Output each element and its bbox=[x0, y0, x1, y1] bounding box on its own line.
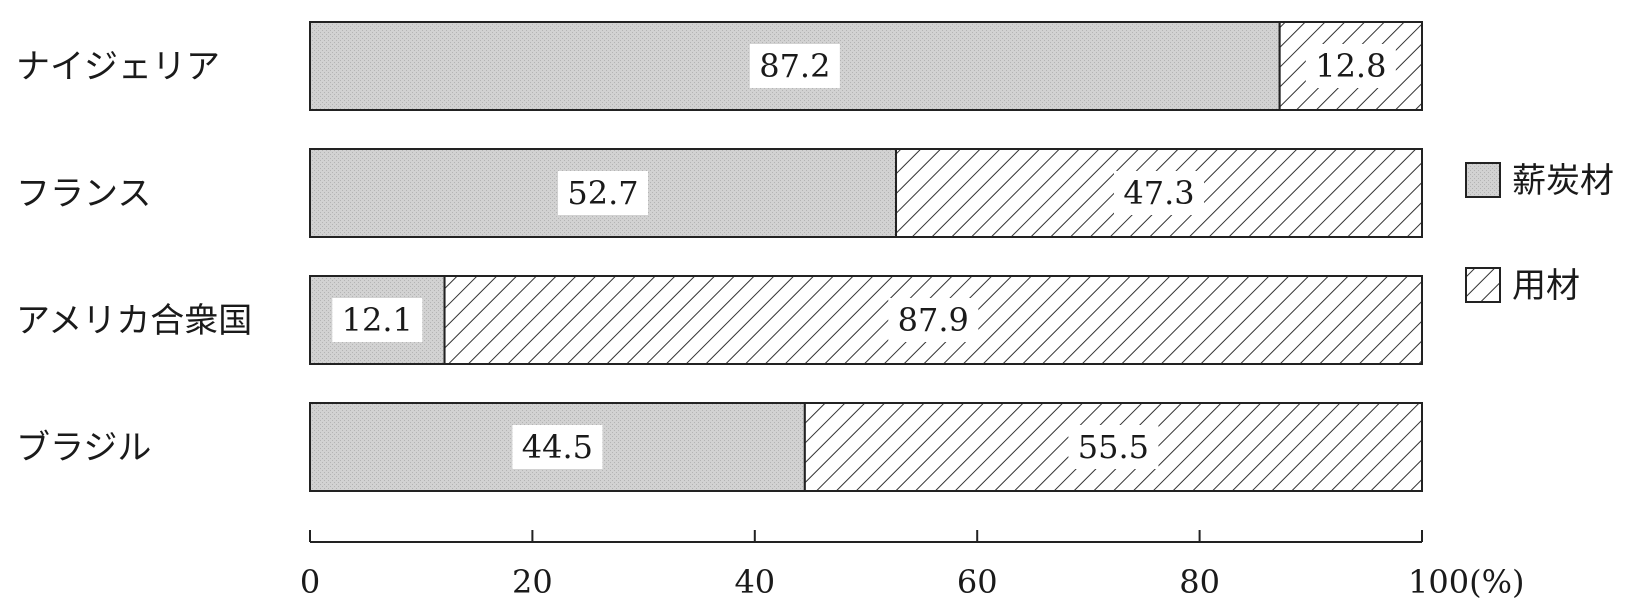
value-label: 12.8 bbox=[1315, 47, 1386, 85]
value-label-bg bbox=[749, 44, 840, 88]
value-label-bg bbox=[558, 171, 649, 215]
legend-swatch-firewood bbox=[1465, 162, 1501, 198]
category-label: ナイジェリア bbox=[16, 47, 220, 87]
value-label: 47.3 bbox=[1123, 174, 1194, 212]
x-tick-label: 20 bbox=[512, 563, 553, 601]
value-label-bg bbox=[512, 425, 603, 469]
value-label: 87.2 bbox=[759, 47, 830, 85]
value-label: 44.5 bbox=[522, 428, 593, 466]
value-label: 55.5 bbox=[1078, 428, 1149, 466]
category-label: フランス bbox=[16, 174, 151, 214]
value-label-bg bbox=[1114, 171, 1205, 215]
value-label-bg bbox=[888, 298, 979, 342]
legend-swatch-lumber bbox=[1465, 267, 1501, 303]
value-label-bg bbox=[1305, 44, 1396, 88]
value-label: 87.9 bbox=[898, 301, 969, 339]
value-label: 12.1 bbox=[342, 301, 413, 339]
value-label-bg bbox=[332, 298, 423, 342]
category-label: ブラジル bbox=[16, 428, 151, 468]
value-label-bg bbox=[1068, 425, 1159, 469]
x-tick-label: 100(%) bbox=[1408, 563, 1524, 601]
x-axis: 0 20 40 60 80 100(%) bbox=[300, 530, 1524, 601]
category-label: アメリカ合衆国 bbox=[16, 301, 252, 341]
bars-layer: 87.2 12.8 52.7 47.3 12.1 87.9 44.5 55.5 bbox=[309, 21, 1423, 492]
value-label: 52.7 bbox=[567, 174, 638, 212]
x-tick-label: 0 bbox=[300, 563, 320, 601]
x-tick-label: 40 bbox=[734, 563, 775, 601]
legend-label: 用材 bbox=[1512, 266, 1580, 306]
x-tick-label: 60 bbox=[957, 563, 998, 601]
legend-label: 薪炭材 bbox=[1512, 161, 1614, 201]
x-tick-label: 80 bbox=[1179, 563, 1220, 601]
